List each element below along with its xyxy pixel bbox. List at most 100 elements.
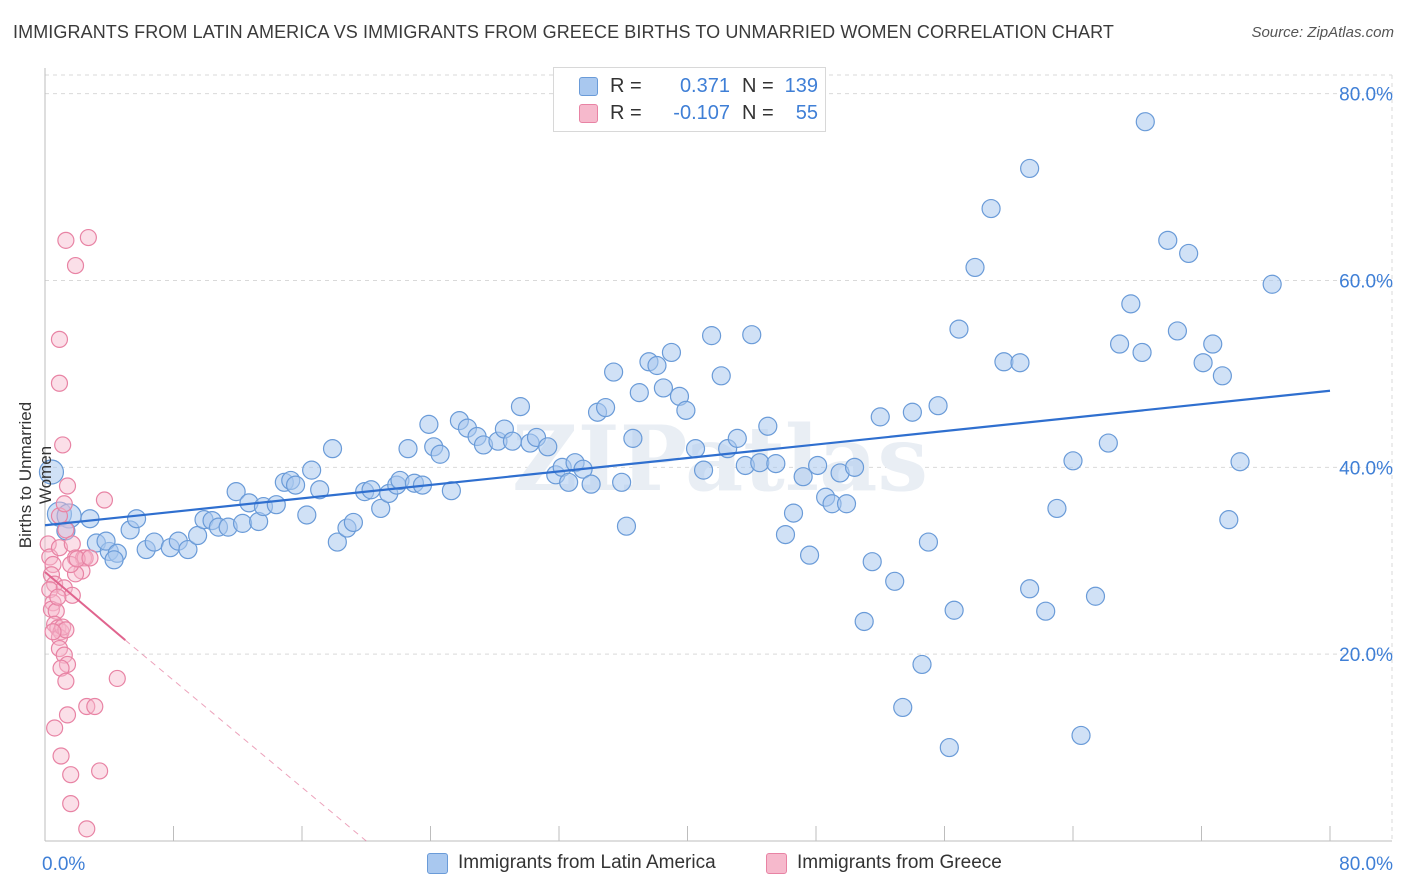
latin-america-point — [322, 439, 343, 459]
stats-legend: R = 0.371 N = 139 R = -0.107 N = 55 — [553, 67, 826, 132]
legend-n-value: 139 — [784, 74, 818, 97]
source-label: Source: ZipAtlas.com — [1251, 24, 1394, 41]
latin-america-point — [1063, 451, 1083, 471]
latin-america-point — [750, 453, 770, 473]
latin-america-point — [1135, 112, 1155, 132]
latin-america-point — [80, 509, 100, 529]
legend-r-label: R = — [610, 74, 642, 97]
latin-america-point — [1098, 433, 1118, 453]
legend-row-latin-america: R = 0.371 N = 139 — [554, 73, 818, 99]
greece-point — [68, 550, 86, 568]
greece-point — [81, 549, 99, 567]
latin-america-point — [430, 444, 450, 464]
greece-point — [66, 565, 85, 583]
latin-america-point — [676, 400, 696, 420]
latin-america-point — [1020, 158, 1040, 179]
greece-point — [55, 646, 73, 664]
latin-america-point — [623, 428, 643, 448]
bottom-legend-latin-america: Immigrants from Latin America — [427, 852, 716, 874]
latin-america-point — [949, 319, 969, 339]
greece-point — [57, 521, 75, 539]
greece-point — [57, 672, 75, 690]
greece-point — [63, 535, 81, 553]
latin-america-point — [232, 513, 253, 533]
greece-point — [39, 535, 57, 553]
latin-america-point — [310, 480, 330, 500]
latin-america-point — [808, 455, 828, 476]
greece-point — [66, 256, 85, 275]
latin-america-point — [297, 505, 317, 525]
latin-america-point — [854, 611, 874, 632]
greece-trendline — [44, 571, 126, 641]
legend-r-label: R = — [610, 101, 642, 124]
greece-point — [52, 747, 70, 765]
latin-america-trendline — [44, 389, 1331, 527]
latin-america-point — [327, 532, 347, 552]
latin-america-point — [104, 550, 124, 570]
latin-america-point — [981, 198, 1001, 219]
latin-america-point — [653, 378, 674, 398]
latin-america-point — [398, 439, 418, 459]
latin-america-point — [1010, 353, 1030, 373]
latin-america-point — [793, 467, 813, 487]
greece-point — [108, 669, 126, 688]
latin-america-point — [581, 474, 601, 494]
latin-america-point — [126, 509, 147, 529]
latin-america-point — [1047, 498, 1067, 519]
greece-point — [79, 228, 97, 247]
greece-point — [58, 706, 77, 724]
greece-point — [50, 539, 69, 557]
legend-swatch-pink — [579, 103, 598, 123]
latin-america-point — [1071, 725, 1091, 746]
legend-n-label: N = — [742, 74, 774, 97]
x-tick-label: 0.0% — [42, 854, 85, 875]
bottom-legend-swatch-blue — [427, 852, 448, 874]
latin-america-point — [419, 414, 439, 434]
x-tick-label: 80.0% — [1339, 854, 1393, 875]
greece-point — [54, 436, 72, 454]
latin-america-point — [1212, 366, 1232, 386]
latin-america-point — [844, 457, 865, 477]
latin-america-point — [1158, 230, 1178, 250]
greece-point — [91, 762, 109, 780]
latin-america-point — [928, 396, 948, 416]
latin-america-point — [178, 539, 198, 560]
greece-point — [86, 697, 104, 716]
bottom-legend-label: Immigrants from Greece — [797, 852, 1002, 873]
greece-point — [57, 231, 75, 249]
greece-trendline-extension — [124, 639, 367, 842]
latin-america-point — [711, 366, 731, 386]
greece-point — [57, 621, 75, 639]
greece-point — [50, 374, 69, 392]
chart-title: IMMIGRANTS FROM LATIN AMERICA VS IMMIGRA… — [13, 22, 1114, 42]
bottom-legend-swatch-pink — [766, 852, 787, 874]
latin-america-point — [758, 416, 778, 436]
latin-america-point — [647, 355, 667, 376]
latin-america-point — [285, 475, 306, 495]
y-tick-label: 80.0% — [1339, 85, 1393, 106]
y-tick-label: 60.0% — [1339, 272, 1393, 293]
greece-point — [42, 566, 61, 584]
latin-america-point — [343, 512, 363, 533]
latin-america-point — [727, 428, 747, 448]
greece-point — [44, 623, 62, 641]
latin-america-point — [144, 532, 164, 552]
latin-america-point — [783, 503, 804, 523]
greece-point — [54, 618, 72, 636]
greece-point — [55, 495, 73, 513]
latin-america-point — [266, 495, 286, 515]
latin-america-point — [1203, 334, 1223, 354]
greece-point — [78, 820, 96, 838]
latin-america-point — [870, 407, 890, 427]
latin-america-point — [1020, 579, 1040, 599]
latin-america-point — [1179, 243, 1199, 264]
latin-america-point — [862, 552, 882, 572]
latin-america-point — [944, 600, 964, 620]
latin-america-point — [1230, 452, 1250, 472]
greece-point — [46, 575, 64, 593]
legend-row-greece: R = -0.107 N = 55 — [554, 100, 818, 126]
greece-point — [46, 719, 64, 737]
latin-america-point — [1262, 274, 1282, 294]
latin-america-point — [1109, 334, 1130, 354]
